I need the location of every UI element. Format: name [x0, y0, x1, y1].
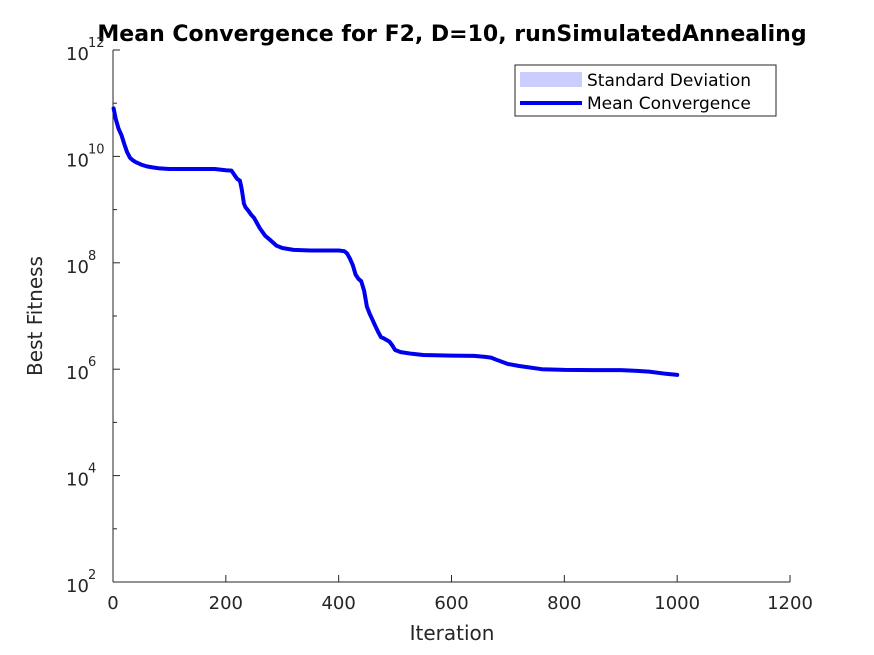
x-tick-label: 800	[547, 593, 581, 614]
plot-axes: 0 200 400 600 800 1000 12001021041061081010101…	[66, 36, 813, 614]
y-tick-base: 10	[66, 257, 89, 278]
x-tick-label: 1000	[654, 593, 700, 614]
y-tick-base: 10	[66, 470, 89, 491]
x-axis-label: Iteration	[410, 621, 495, 645]
y-tick-exponent: 2	[88, 568, 96, 583]
y-tick-label: 106	[66, 355, 96, 384]
legend: Standard Deviation Mean Convergence	[514, 64, 777, 117]
y-tick-exponent: 4	[88, 462, 96, 477]
x-tick-label: 400	[321, 593, 355, 614]
y-tick-exponent: 6	[88, 355, 96, 370]
x-tick-label: 0	[107, 593, 118, 614]
series-line-mean-convergence	[111, 106, 680, 377]
y-tick-exponent: 12	[88, 36, 105, 51]
legend-std-label: Standard Deviation	[587, 71, 751, 91]
y-tick-label: 108	[66, 249, 96, 278]
legend-mean-label: Mean Convergence	[587, 94, 751, 114]
x-tick-label: 1200	[767, 593, 813, 614]
y-tick-label: 102	[66, 568, 96, 597]
x-tick-label: 600	[434, 593, 468, 614]
y-tick-exponent: 10	[88, 142, 105, 157]
chart-title: Mean Convergence for F2, D=10, runSimula…	[97, 22, 806, 47]
series-layer	[111, 106, 680, 377]
y-tick-exponent: 8	[88, 249, 96, 264]
x-tick-label: 200	[209, 593, 243, 614]
y-tick-base: 10	[66, 150, 89, 171]
y-tick-base: 10	[66, 363, 89, 384]
y-axis-label: Best Fitness	[23, 256, 47, 376]
y-tick-base: 10	[66, 576, 89, 597]
y-tick-base: 10	[66, 44, 89, 65]
y-tick-label: 104	[66, 462, 96, 491]
legend-std-patch	[520, 72, 582, 87]
